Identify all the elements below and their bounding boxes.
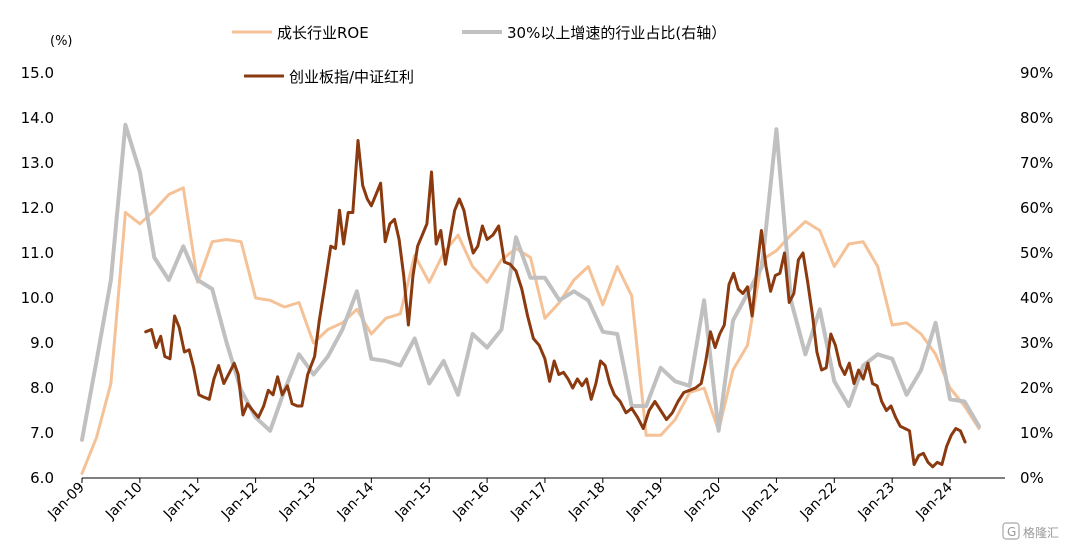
right-y-tick-label: 0% [1020,469,1044,487]
right-y-tick-label: 40% [1020,289,1053,307]
right-y-ticks: 0% 10% 20% 30% 40% 50% 60% 70% 80% 90% [1020,64,1053,487]
left-y-tick-label: 6.0 [30,469,54,487]
watermark-logo-glyph: G [1007,525,1016,539]
legend-label: 30%以上增速的行业占比(右轴） [507,24,726,42]
left-y-tick-label: 8.0 [30,379,54,397]
x-tick-label: Jan-13 [276,480,319,523]
right-y-tick-label: 90% [1020,64,1053,82]
left-y-tick-label: 7.0 [30,424,54,442]
series-line-2 [80,122,981,442]
x-tick-label: Jan-20 [681,480,724,523]
x-tick-label: Jan-19 [623,480,666,523]
legend: 成长行业ROE 30%以上增速的行业占比(右轴） 创业板指/中证红利 [232,24,726,86]
right-y-tick-label: 70% [1020,154,1053,172]
series-line-1 [80,186,981,475]
left-y-tick-label: 13.0 [21,154,54,172]
right-y-tick-label: 30% [1020,334,1053,352]
x-tick-label: Jan-21 [739,480,782,523]
left-y-tick-label: 12.0 [21,199,54,217]
right-y-tick-label: 10% [1020,424,1053,442]
x-tick-label: Jan-16 [449,479,493,523]
x-tick-label: Jan-11 [160,480,203,523]
left-y-tick-label: 11.0 [21,244,54,262]
x-tick-label: Jan-23 [855,480,898,523]
x-tick-label: Jan-14 [334,479,378,523]
x-tick-label: Jan-17 [507,480,550,523]
x-tick-label: Jan-24 [912,479,956,523]
watermark-text: 格隆汇 [1023,525,1059,540]
right-y-tick-label: 20% [1020,379,1053,397]
legend-label: 创业板指/中证红利 [289,68,414,86]
x-tick-label: Jan-10 [102,480,145,523]
right-y-tick-label: 60% [1020,199,1053,217]
left-y-ticks: 6.0 7.0 8.0 9.0 10.0 11.0 12.0 13.0 14.0 15.0 [21,64,54,487]
x-tick-label: Jan-18 [565,480,608,523]
y-unit-label: (%) [50,34,73,49]
legend-label: 成长行业ROE [277,24,369,42]
x-tick-label: Jan-12 [218,480,261,523]
series-line-3 [144,139,967,469]
left-y-tick-label: 10.0 [21,289,54,307]
watermark: G 格隆汇 [1002,522,1059,540]
right-y-tick-label: 50% [1020,244,1053,262]
left-y-tick-label: 9.0 [30,334,54,352]
x-tick-label: Jan-22 [797,480,840,523]
x-tick-label: Jan-15 [392,480,435,523]
x-ticks: Jan-09 Jan-10 Jan-11 Jan-12 Jan-13 Jan-14 Jan-… [44,478,956,523]
left-y-tick-label: 15.0 [21,64,54,82]
watermark-logo-icon [1002,522,1020,540]
left-y-tick-label: 14.0 [21,109,54,127]
right-y-tick-label: 80% [1020,109,1053,127]
series-lines [80,122,981,475]
